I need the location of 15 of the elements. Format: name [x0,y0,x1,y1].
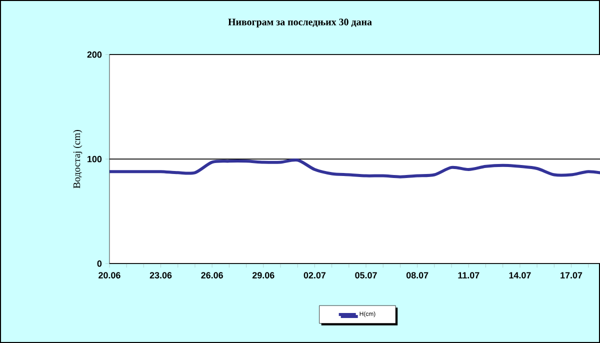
x-tick-label: 26.06 [201,272,223,278]
y-tick-label: 0 [97,260,102,267]
x-tick-label: 02.07 [304,272,326,278]
x-tick-label: 23.06 [150,272,172,278]
x-tick-label: 08.07 [406,272,428,278]
y-tick-label: 100 [88,156,102,162]
y-tick-label: 200 [87,51,102,58]
x-tick-label: 14.07 [509,272,531,278]
x-tick-label: 29.06 [252,272,274,278]
x-tick-label: 20.06 [98,272,120,278]
x-tick-label: 17.07 [560,272,582,278]
x-tick-label: 11.07 [458,272,480,278]
y-axis-title: Водостај (cm) [73,130,82,188]
chart-title: Нивограм за последњих 30 дана [228,18,372,28]
x-tick-label: 05.07 [355,272,377,278]
